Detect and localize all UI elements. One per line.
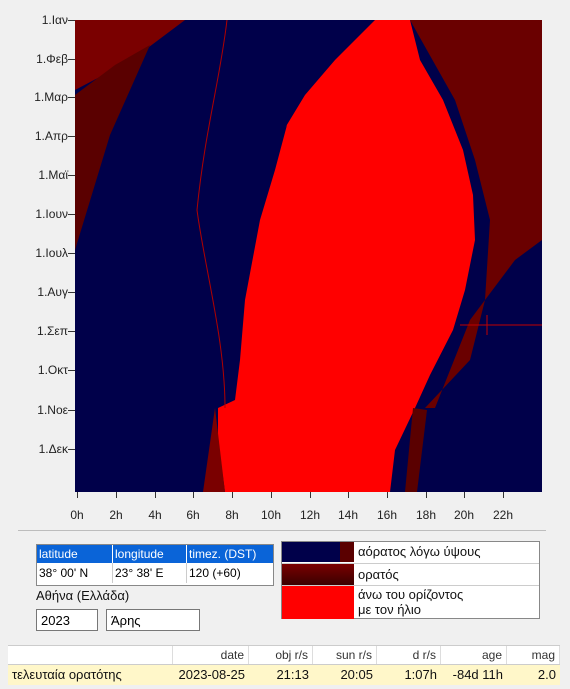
y-label-mar: 1.Μαρ bbox=[34, 90, 68, 104]
row-sun: 20:05 bbox=[340, 667, 373, 682]
legend-swatch-invisible bbox=[282, 542, 354, 562]
location-table-row[interactable]: 38° 00' N 23° 38' E 120 (+60) bbox=[37, 563, 273, 583]
results-table: date obj r/s sun r/s d r/s age mag τελευ… bbox=[8, 645, 560, 685]
header-date[interactable]: date bbox=[173, 646, 249, 664]
object-input[interactable]: Άρης bbox=[106, 609, 200, 631]
y-tick bbox=[68, 253, 75, 254]
x-label-18h: 18h bbox=[415, 508, 437, 522]
y-label-aug: 1.Αυγ bbox=[37, 285, 68, 299]
x-tick bbox=[271, 492, 272, 498]
legend: αόρατος λόγω ύψους ορατός άνω του ορίζον… bbox=[281, 541, 540, 619]
x-label-2h: 2h bbox=[109, 508, 123, 522]
x-tick bbox=[426, 492, 427, 498]
y-tick bbox=[68, 175, 75, 176]
y-tick bbox=[68, 410, 75, 411]
x-tick bbox=[77, 492, 78, 498]
table-row[interactable]: τελευταία ορατότης 2023-08-25 21:13 20:0… bbox=[8, 665, 560, 685]
x-label-16h: 16h bbox=[376, 508, 398, 522]
x-label-0h: 0h bbox=[70, 508, 84, 522]
header-mag[interactable]: mag bbox=[507, 646, 560, 664]
x-tick bbox=[503, 492, 504, 498]
visible-region-left-band bbox=[75, 45, 150, 250]
x-label-4h: 4h bbox=[148, 508, 162, 522]
row-date: 2023-08-25 bbox=[178, 667, 246, 682]
x-tick bbox=[116, 492, 117, 498]
legend-label-invisible: αόρατος λόγω ύψους bbox=[358, 544, 481, 559]
location-table: latitude longitude timez. (DST) 38° 00' … bbox=[36, 544, 274, 586]
x-label-20h: 20h bbox=[453, 508, 475, 522]
y-tick bbox=[68, 136, 75, 137]
visible-region-right bbox=[410, 20, 542, 408]
city-label: Αθήνα (Ελλάδα) bbox=[36, 588, 130, 603]
legend-label-sun-1: άνω του ορίζοντος bbox=[358, 587, 464, 602]
legend-visible: ορατός bbox=[282, 563, 539, 585]
y-tick bbox=[68, 449, 75, 450]
x-tick bbox=[464, 492, 465, 498]
x-tick bbox=[193, 492, 194, 498]
legend-swatch-sun bbox=[282, 586, 354, 619]
row-mag: 2.0 bbox=[537, 667, 556, 682]
y-label-jul: 1.Ιουλ bbox=[35, 246, 68, 260]
legend-label-sun-2: με τον ήλιο bbox=[358, 602, 422, 617]
y-label-jun: 1.Ιουν bbox=[35, 207, 68, 221]
y-label-feb: 1.Φεβ bbox=[36, 52, 68, 66]
y-label-jan: 1.Ιαν bbox=[41, 13, 68, 27]
row-age: -84d 11h bbox=[452, 667, 503, 682]
x-label-6h: 6h bbox=[186, 508, 200, 522]
y-label-apr: 1.Απρ bbox=[34, 129, 68, 143]
bottom-left-wedge bbox=[203, 408, 225, 492]
x-tick bbox=[155, 492, 156, 498]
latitude-header: latitude bbox=[37, 545, 113, 563]
timezone-value[interactable]: 120 (+60) bbox=[189, 566, 241, 580]
legend-invisible: αόρατος λόγω ύψους bbox=[282, 542, 539, 562]
header-d[interactable]: d r/s bbox=[377, 646, 441, 664]
y-label-sep: 1.Σεπ bbox=[36, 324, 68, 338]
x-label-8h: 8h bbox=[225, 508, 239, 522]
x-tick bbox=[310, 492, 311, 498]
x-tick bbox=[232, 492, 233, 498]
x-label-22h: 22h bbox=[492, 508, 514, 522]
moon-line bbox=[196, 20, 228, 409]
x-label-12h: 12h bbox=[299, 508, 321, 522]
y-label-nov: 1.Νοε bbox=[37, 403, 68, 417]
x-label-14h: 14h bbox=[337, 508, 359, 522]
legend-sun: άνω του ορίζοντος με τον ήλιο bbox=[282, 585, 539, 619]
row-obj: 21:13 bbox=[276, 667, 309, 682]
y-tick bbox=[68, 370, 75, 371]
header-name bbox=[8, 646, 173, 664]
header-obj[interactable]: obj r/s bbox=[249, 646, 313, 664]
header-sun[interactable]: sun r/s bbox=[313, 646, 377, 664]
y-tick bbox=[68, 214, 75, 215]
year-input[interactable]: 2023 bbox=[36, 609, 98, 631]
y-tick bbox=[68, 59, 75, 60]
y-label-oct: 1.Οκτ bbox=[37, 363, 68, 377]
y-tick bbox=[68, 292, 75, 293]
y-tick bbox=[68, 20, 75, 21]
y-tick bbox=[68, 97, 75, 98]
latitude-value[interactable]: 38° 00' N bbox=[37, 563, 113, 583]
visibility-chart bbox=[75, 20, 542, 492]
x-tick bbox=[348, 492, 349, 498]
x-tick bbox=[387, 492, 388, 498]
longitude-value[interactable]: 23° 38' E bbox=[113, 563, 187, 583]
header-age[interactable]: age bbox=[441, 646, 507, 664]
visible-region-left bbox=[75, 20, 185, 90]
y-label-may: 1.Μαϊ bbox=[38, 168, 68, 182]
legend-label-sun: άνω του ορίζοντος με τον ήλιο bbox=[358, 587, 463, 617]
y-tick bbox=[68, 331, 75, 332]
row-name: τελευταία ορατότης bbox=[12, 667, 122, 682]
visibility-chart-svg bbox=[75, 20, 542, 492]
sun-region bbox=[218, 20, 475, 492]
divider bbox=[18, 530, 546, 531]
x-label-10h: 10h bbox=[260, 508, 282, 522]
longitude-header: longitude bbox=[113, 545, 187, 563]
row-d: 1:07h bbox=[404, 667, 437, 682]
y-label-dec: 1.Δεκ bbox=[38, 442, 68, 456]
visible-region-bottom bbox=[405, 408, 427, 492]
legend-label-visible: ορατός bbox=[358, 567, 399, 582]
location-table-header: latitude longitude timez. (DST) bbox=[37, 545, 273, 563]
legend-swatch-visible bbox=[282, 564, 354, 585]
results-table-header: date obj r/s sun r/s d r/s age mag bbox=[8, 645, 560, 665]
timezone-header: timez. (DST) bbox=[189, 547, 257, 561]
